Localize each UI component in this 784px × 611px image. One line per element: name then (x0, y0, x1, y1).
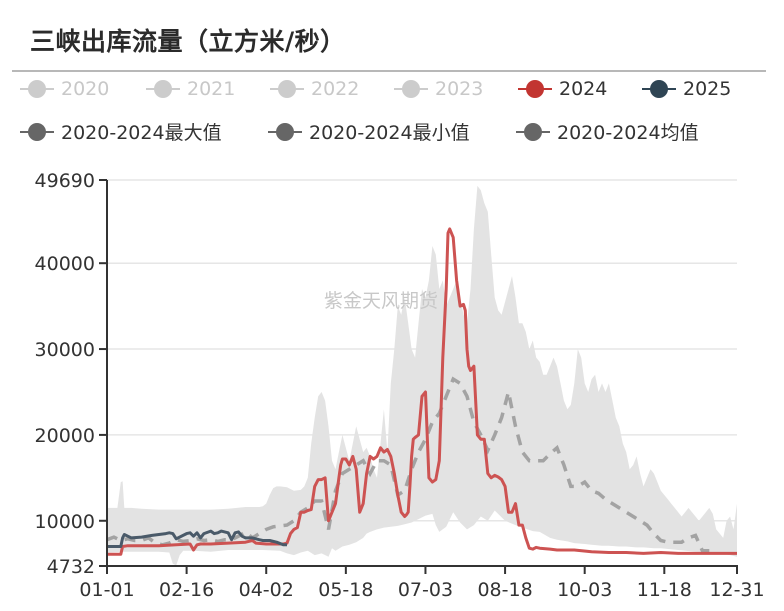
legend-marker-icon (20, 79, 54, 99)
x-tick-label: 01-01 (79, 579, 134, 601)
legend-marker-icon (516, 122, 550, 142)
legend-item-2020-2024最小值[interactable]: 2020-2024最小值 (268, 118, 470, 145)
y-tick-label: 40000 (35, 253, 95, 275)
legend-marker-icon (268, 122, 302, 142)
x-tick-label: 11-18 (637, 579, 692, 601)
legend-item-2020[interactable]: 2020 (20, 78, 109, 100)
x-tick-label: 02-16 (159, 579, 214, 601)
x-tick-label: 12-31 (709, 579, 764, 601)
y-tick-label: 20000 (35, 425, 95, 447)
max-min-band (107, 185, 737, 566)
legend-item-2024[interactable]: 2024 (518, 78, 607, 100)
legend-marker-icon (20, 122, 54, 142)
legend-marker-icon (394, 79, 428, 99)
legend-item-2021[interactable]: 2021 (146, 78, 235, 100)
legend-label: 2020-2024最小值 (309, 122, 470, 144)
legend-label: 2020-2024最大值 (61, 122, 222, 144)
y-tick-label: 49690 (35, 170, 95, 192)
legend-label: 2020 (61, 78, 110, 100)
series-2025-line (107, 529, 287, 548)
legend-label: 2021 (187, 78, 236, 100)
y-tick-label: 4732 (47, 556, 95, 578)
x-tick-label: 07-03 (398, 579, 453, 601)
legend-marker-icon (642, 79, 676, 99)
x-tick-label: 04-02 (239, 579, 294, 601)
legend-item-2020-2024均值[interactable]: 2020-2024均值 (516, 118, 699, 145)
legend-item-2022[interactable]: 2022 (270, 78, 359, 100)
legend-label: 2020-2024均值 (557, 122, 699, 144)
legend-marker-icon (270, 79, 304, 99)
x-tick-label: 05-18 (318, 579, 373, 601)
legend-marker-icon (518, 79, 552, 99)
legend-label: 2024 (559, 78, 608, 100)
title-divider (12, 70, 766, 72)
axes: 4732 10000 20000 30000 40000 49690 01-01 02-16 0… (35, 170, 765, 601)
watermark: 紫金天风期货 (324, 290, 438, 312)
legend-item-2023[interactable]: 2023 (394, 78, 483, 100)
legend-label: 2023 (435, 78, 484, 100)
y-tick-label: 30000 (35, 339, 95, 361)
chart-title: 三峡出库流量（立方米/秒） (30, 27, 346, 56)
y-tick-label: 10000 (35, 511, 95, 533)
series-mean-line (106, 376, 710, 553)
legend-item-2025[interactable]: 2025 (642, 78, 731, 100)
legend-label: 2025 (683, 78, 732, 100)
legend-label: 2022 (311, 78, 360, 100)
x-tick-label: 08-18 (477, 579, 532, 601)
x-tick-label: 10-03 (557, 579, 612, 601)
legend-item-2020-2024最大值[interactable]: 2020-2024最大值 (20, 118, 222, 145)
legend-marker-icon (146, 79, 180, 99)
